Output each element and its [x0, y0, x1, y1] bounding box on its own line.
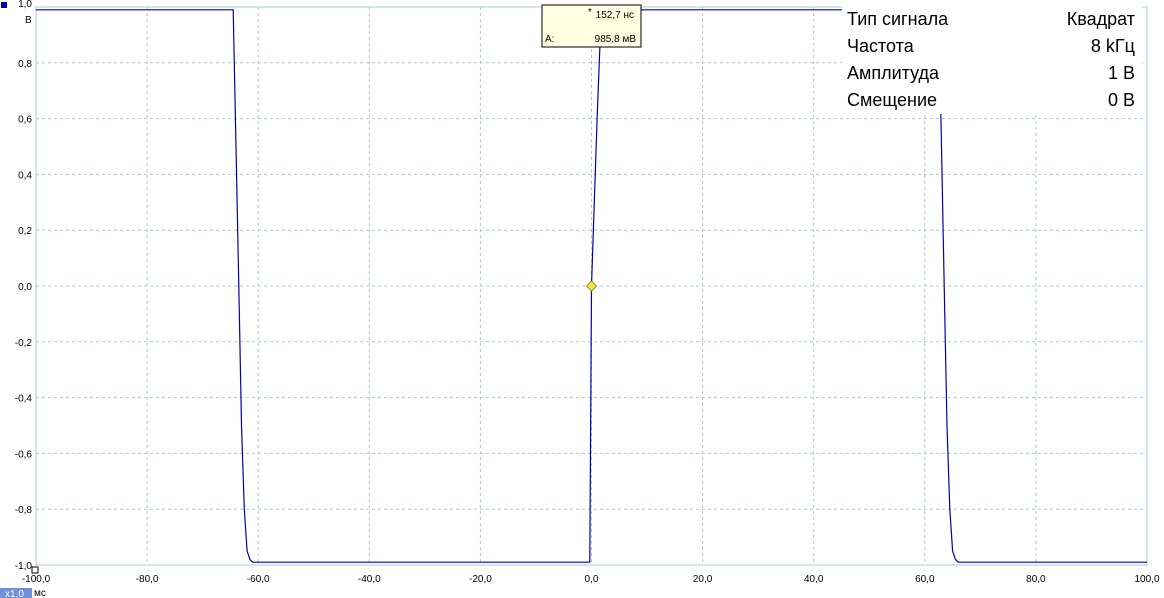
- origin-square-icon: [31, 566, 39, 574]
- y-tick-label: 0,8: [18, 59, 32, 70]
- x-tick-label: -20,0: [469, 574, 492, 585]
- y-tick-label: -0,8: [15, 505, 33, 516]
- tooltip-amp-value: 985,8 мВ: [595, 34, 637, 45]
- info-label: Амплитуда: [847, 63, 940, 83]
- x-unit-label: мс: [34, 588, 46, 598]
- y-tick-label: 0,0: [18, 282, 32, 293]
- y-tick-label: -1,0: [15, 561, 33, 572]
- info-label: Смещение: [847, 90, 937, 110]
- tooltip-dt-icon: *: [588, 7, 592, 18]
- x-tick-label: 60,0: [915, 574, 935, 585]
- zoom-badge-label: x1,0: [5, 589, 24, 598]
- info-label: Частота: [847, 36, 915, 56]
- info-value: Квадрат: [1067, 9, 1135, 29]
- zoom-badge[interactable]: [0, 588, 32, 598]
- x-tick-label: 0,0: [585, 574, 599, 585]
- info-label: Тип сигнала: [847, 9, 949, 29]
- x-tick-label: 20,0: [693, 574, 713, 585]
- y-tick-label: 0,2: [18, 226, 32, 237]
- y-tick-label: 0,6: [18, 115, 32, 126]
- x-tick-label: -80,0: [136, 574, 159, 585]
- x-tick-label: 100,0: [1134, 574, 1159, 585]
- cursor-marker-icon[interactable]: [585, 280, 598, 292]
- x-tick-label: -100,0: [22, 574, 51, 585]
- y-tick-label: 0,4: [18, 170, 32, 181]
- x-tick-label: -40,0: [358, 574, 381, 585]
- x-axis-ticks: -100,0 -80,0 -60,0 -40,0 -20,0 0,0 20,0 40,0 60,…: [22, 574, 1160, 585]
- y-axis-ticks: 1,0 0,8 0,6 0,4 0,2 0,0 -0,2 -0,4 -0,6 -0,8 -1,0: [15, 0, 33, 572]
- info-value: 1 В: [1108, 63, 1135, 83]
- series-line: [36, 9, 1147, 563]
- info-panel-bg: [842, 4, 1142, 114]
- x-tick-label: -60,0: [247, 574, 270, 585]
- y-tick-label: -0,4: [15, 394, 33, 405]
- cursor-tooltip: * 152,7 нс A: 985,8 мВ: [541, 4, 642, 48]
- x-tick-label: 80,0: [1026, 574, 1046, 585]
- y-tick-label: -0,6: [15, 449, 33, 460]
- x-tick-label: 40,0: [804, 574, 824, 585]
- y-tick-label: -0,2: [15, 338, 33, 349]
- channel-marker-icon[interactable]: [1, 2, 7, 8]
- info-value: 0 В: [1108, 90, 1135, 110]
- tooltip-amp-prefix: A:: [545, 34, 554, 45]
- info-value: 8 kГц: [1091, 36, 1135, 56]
- grid: [35, 6, 1148, 566]
- tooltip-time-value: 152,7 нс: [596, 10, 634, 21]
- y-unit-label: В: [25, 15, 32, 26]
- info-panel: Тип сигнала Квадрат Частота 8 kГц Амплитуда 1…: [842, 4, 1142, 114]
- y-tick-label: 1,0: [18, 0, 32, 10]
